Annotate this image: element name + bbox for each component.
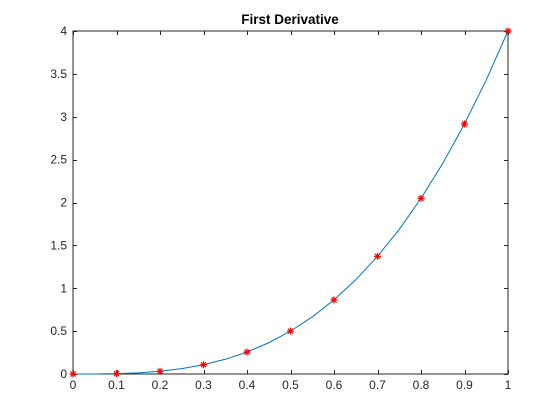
marker-stroke <box>157 368 163 375</box>
y-tick-label: 1 <box>60 281 67 295</box>
data-point <box>504 27 512 35</box>
x-tick-label: 0 <box>70 378 77 392</box>
data-point <box>417 194 425 202</box>
data-point <box>69 370 77 378</box>
y-tick-label: 2.5 <box>50 153 67 167</box>
marker-stroke <box>113 370 120 377</box>
axes-box <box>72 30 509 375</box>
x-tick-label: 0.3 <box>195 378 212 392</box>
x-tick-label: 0.6 <box>326 378 343 392</box>
marker-stroke <box>461 121 468 127</box>
marker-stroke <box>287 328 294 335</box>
series-layer <box>69 27 512 378</box>
y-tick-label: 3 <box>60 110 67 124</box>
data-point <box>374 252 381 260</box>
data-point <box>113 370 120 378</box>
x-tick-label: 0.4 <box>239 378 256 392</box>
x-tick-label: 0.7 <box>369 378 386 392</box>
x-tick-label: 0.8 <box>413 378 430 392</box>
x-tick-label: 1 <box>505 378 512 392</box>
marker-stroke <box>200 361 207 368</box>
data-point <box>243 348 251 356</box>
series-line <box>72 30 509 375</box>
marker-stroke <box>418 195 424 202</box>
data-point <box>461 120 468 128</box>
axes: 0 0.1 0.2 0.3 0.4 0.5 0.6 0.7 0.8 0.9 1 0 0.5 1 1.5 2 2.… <box>50 24 511 392</box>
marker-stroke <box>244 349 250 355</box>
marker-stroke <box>505 28 511 34</box>
y-tick-label: 0 <box>60 367 67 381</box>
x-tick-label: 0.5 <box>282 378 299 392</box>
data-point <box>156 367 164 375</box>
data-point <box>330 296 338 304</box>
y-tick-label: 2 <box>60 196 67 210</box>
x-tick-label: 0.2 <box>152 378 169 392</box>
marker-stroke <box>70 371 76 377</box>
marker-stroke <box>331 296 337 303</box>
y-tick-label: 1.5 <box>50 238 67 252</box>
x-tick-label: 0.1 <box>108 378 125 392</box>
chart-title: First Derivative <box>241 12 339 27</box>
y-tick-label: 4 <box>60 24 67 38</box>
data-point <box>200 361 207 369</box>
y-tick-label: 3.5 <box>50 67 67 81</box>
x-tick-label: 0.9 <box>456 378 473 392</box>
data-point <box>287 327 294 335</box>
y-tick-label: 0.5 <box>50 324 67 338</box>
marker-stroke <box>374 253 381 260</box>
